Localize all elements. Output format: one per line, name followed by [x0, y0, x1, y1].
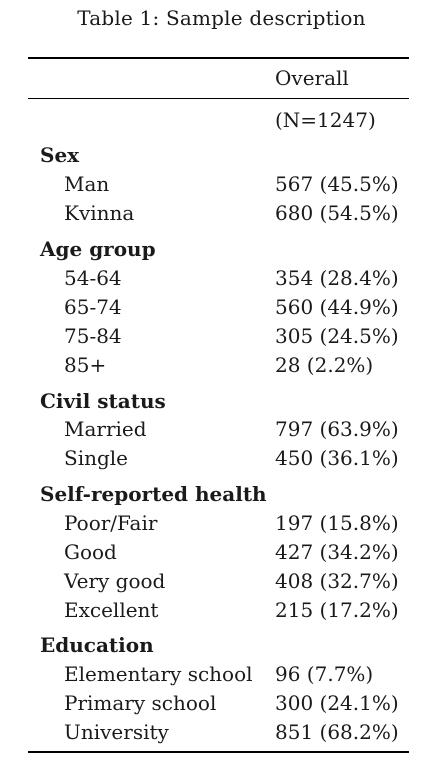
row-value: 96 (7.7%): [275, 662, 374, 686]
group-heading-civil-status: Civil status: [40, 389, 166, 413]
row-label: Good: [64, 540, 117, 564]
row-label: Very good: [64, 569, 166, 593]
row-value: 567 (45.5%): [275, 172, 399, 196]
row-label: Married: [64, 417, 147, 441]
group-heading-self-reported-health: Self-reported health: [40, 482, 267, 506]
row-value: 427 (34.2%): [275, 540, 399, 564]
row-label: Excellent: [64, 598, 159, 622]
row-value: 797 (63.9%): [275, 417, 399, 441]
group-heading-sex: Sex: [40, 143, 80, 167]
header-rule: [28, 98, 409, 99]
row-value: 408 (32.7%): [275, 569, 399, 593]
row-value: 354 (28.4%): [275, 266, 399, 290]
row-label: University: [64, 720, 169, 744]
column-header-overall: Overall: [275, 66, 349, 90]
row-value: 450 (36.1%): [275, 446, 399, 470]
row-label: Poor/Fair: [64, 511, 158, 535]
row-value: 300 (24.1%): [275, 691, 399, 715]
row-label: Man: [64, 172, 110, 196]
row-label: Primary school: [64, 691, 217, 715]
row-label: 54-64: [64, 266, 122, 290]
table-caption: Table 1: Sample description: [77, 6, 366, 30]
row-value: 680 (54.5%): [275, 201, 399, 225]
row-value: 851 (68.2%): [275, 720, 399, 744]
row-value: 28 (2.2%): [275, 353, 374, 377]
top-rule: [28, 57, 409, 59]
group-heading-education: Education: [40, 633, 154, 657]
row-label: Kvinna: [64, 201, 135, 225]
row-label: Single: [64, 446, 129, 470]
sample-size-label: (N=1247): [275, 108, 376, 132]
row-value: 215 (17.2%): [275, 598, 399, 622]
row-label: 75-84: [64, 324, 122, 348]
row-label: 85+: [64, 353, 107, 377]
row-value: 560 (44.9%): [275, 295, 399, 319]
row-label: 65-74: [64, 295, 122, 319]
row-label: Elementary school: [64, 662, 253, 686]
group-heading-age-group: Age group: [40, 237, 156, 261]
bottom-rule: [28, 751, 409, 753]
row-value: 197 (15.8%): [275, 511, 399, 535]
row-value: 305 (24.5%): [275, 324, 399, 348]
